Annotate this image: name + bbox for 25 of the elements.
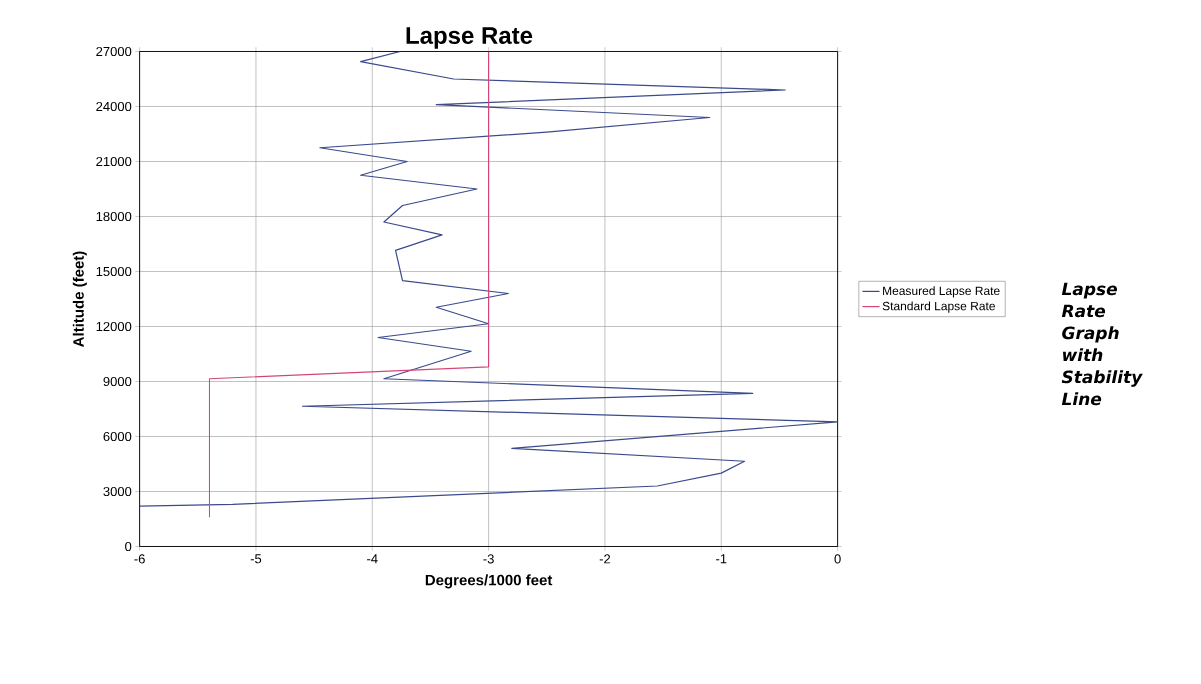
y-tick-label: 9000	[103, 376, 132, 387]
y-tick-label: 27000	[96, 46, 132, 57]
text: Lapse Rate Graph with Stability Line	[1061, 282, 1143, 406]
legend-label: Standard Lapse Rate	[882, 301, 995, 313]
y-tick-label: 0	[125, 541, 132, 552]
line-series	[208, 51, 490, 518]
x-tick-label: -2	[599, 554, 611, 564]
x-axis-title: Degrees/1000 feet	[425, 574, 553, 589]
y-axis-title: Altitude (feet)	[72, 251, 87, 347]
x-tick-label: 0	[834, 554, 841, 564]
x-tick-label: -5	[250, 554, 262, 564]
y-tick-label: 12000	[96, 321, 132, 332]
legend-label: Measured Lapse Rate	[883, 286, 1000, 298]
x-tick-label: -3	[483, 554, 494, 564]
y-tick-label: 21000	[96, 156, 132, 167]
x-tick-label: -1	[716, 554, 727, 564]
y-tick-label: 6000	[103, 431, 132, 442]
chart-title: Lapse Rate	[406, 27, 533, 49]
line-series	[139, 51, 838, 507]
y-tick-label: 3000	[103, 486, 132, 497]
y-tick-label: 24000	[96, 101, 132, 112]
x-tick-label: -6	[134, 554, 145, 564]
y-tick-label: 18000	[96, 211, 132, 222]
x-tick-label: -4	[367, 554, 378, 564]
y-tick-label: 15000	[96, 266, 132, 277]
